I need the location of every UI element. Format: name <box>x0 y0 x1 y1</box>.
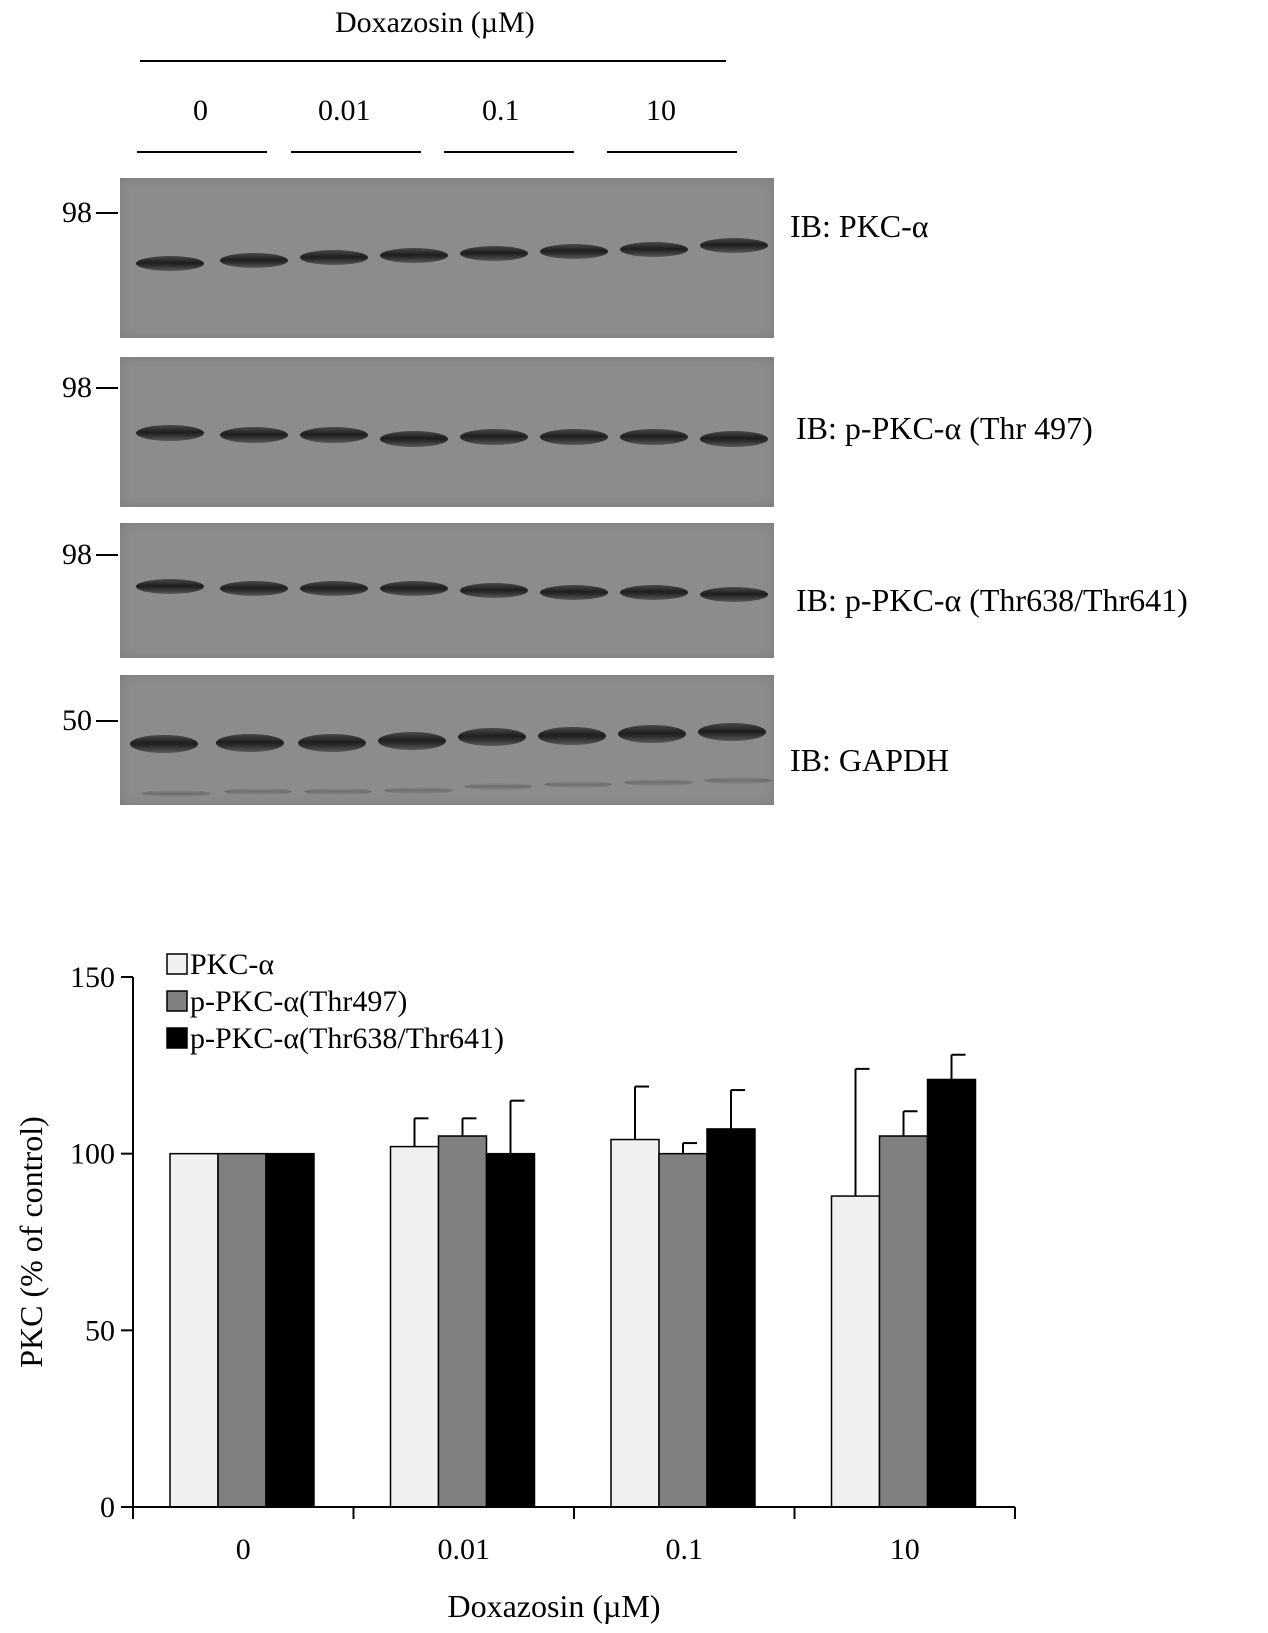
dose-label-0: 0 <box>193 94 208 127</box>
band <box>458 728 526 746</box>
band <box>136 425 204 441</box>
legend-label: PKC-α <box>190 948 274 981</box>
band <box>380 248 448 263</box>
band <box>300 581 368 596</box>
band <box>220 253 288 268</box>
band <box>700 431 768 447</box>
y-tick-label: 0 <box>100 1491 115 1524</box>
x-axis-label: Doxazosin (µM) <box>447 1588 660 1624</box>
band <box>136 256 204 271</box>
band <box>136 579 204 594</box>
band <box>460 583 528 598</box>
mw-tick-panel-4 <box>96 720 118 722</box>
y-tick-label: 100 <box>70 1138 115 1171</box>
blot-panel-p-pkc-thr638 <box>120 523 774 658</box>
bar <box>437 1135 488 1508</box>
band <box>142 790 210 797</box>
mw-tick-panel-1 <box>96 212 118 214</box>
band <box>624 779 692 786</box>
dose-line-3 <box>607 151 737 153</box>
bar <box>658 1152 708 1508</box>
bar <box>389 1145 440 1508</box>
y-axis-label: PKC (% of control) <box>13 1116 49 1368</box>
legend-label: p-PKC-α(Thr638/Thr641) <box>190 1022 504 1055</box>
ib-label-panel-4: IB: GAPDH <box>790 742 950 778</box>
blot-panel-gapdh <box>120 675 774 805</box>
bar <box>169 1152 219 1508</box>
dose-line-2 <box>444 151 574 153</box>
band <box>460 429 528 445</box>
band <box>700 238 768 253</box>
y-tick-label: 50 <box>85 1314 115 1347</box>
ib-label-panel-1: IB: PKC-α <box>790 208 929 244</box>
x-tick-label: 10 <box>890 1533 920 1566</box>
bar <box>265 1152 315 1508</box>
band <box>544 781 612 788</box>
bar <box>706 1128 756 1508</box>
band <box>378 732 446 750</box>
dose-label-3: 10 <box>646 94 676 127</box>
band <box>460 246 528 261</box>
band <box>538 727 606 745</box>
legend-swatch <box>166 1027 188 1049</box>
legend-swatch <box>166 990 188 1012</box>
x-tick-label: 0 <box>236 1533 251 1566</box>
legend-swatch <box>166 953 188 975</box>
dose-label-1: 0.01 <box>318 94 371 127</box>
band <box>224 788 292 795</box>
bar-chart: 0 50 100 150 0 0.01 0.1 10 Doxazosin (µM) PKC (% … <box>13 948 1016 1624</box>
treatment-title: Doxazosin (µM) <box>335 6 535 39</box>
bar <box>610 1138 660 1508</box>
band <box>540 244 608 259</box>
band <box>300 250 368 265</box>
bar <box>830 1195 881 1508</box>
x-tick-label: 0.01 <box>438 1533 491 1566</box>
band <box>300 427 368 443</box>
band <box>130 735 198 753</box>
band <box>698 723 766 741</box>
bar <box>485 1152 536 1508</box>
bar <box>878 1135 929 1508</box>
y-tick-label: 150 <box>70 961 115 994</box>
bar <box>217 1152 267 1508</box>
x-tick-label: 0.1 <box>666 1533 704 1566</box>
ib-label-panel-2: IB: p-PKC-α (Thr 497) <box>796 410 1093 446</box>
band <box>384 787 452 794</box>
dose-label-2: 0.1 <box>482 94 520 127</box>
treatment-line <box>140 60 726 62</box>
legend-label: p-PKC-α(Thr497) <box>190 985 407 1018</box>
band <box>540 585 608 600</box>
band <box>704 777 772 784</box>
band <box>216 734 284 752</box>
dose-line-0 <box>137 151 267 153</box>
band <box>464 783 532 790</box>
band <box>620 429 688 445</box>
band <box>618 725 686 743</box>
band <box>380 581 448 596</box>
ib-label-panel-3: IB: p-PKC-α (Thr638/Thr641) <box>796 582 1188 618</box>
band <box>620 242 688 257</box>
band <box>304 788 372 795</box>
band <box>220 427 288 443</box>
band <box>220 581 288 596</box>
mw-marker-panel-2: 98 <box>62 371 92 404</box>
mw-tick-panel-2 <box>96 387 118 389</box>
band <box>620 585 688 600</box>
bar <box>926 1078 977 1508</box>
mw-marker-panel-3: 98 <box>62 538 92 571</box>
dose-line-1 <box>291 151 421 153</box>
blot-panel-pkc-alpha <box>120 178 774 338</box>
band <box>540 429 608 445</box>
mw-marker-panel-1: 98 <box>62 196 92 229</box>
mw-marker-panel-4: 50 <box>62 704 92 737</box>
blot-panel-p-pkc-thr497 <box>120 357 774 507</box>
band <box>380 431 448 447</box>
band <box>298 734 366 752</box>
mw-tick-panel-3 <box>96 554 118 556</box>
band <box>700 587 768 602</box>
